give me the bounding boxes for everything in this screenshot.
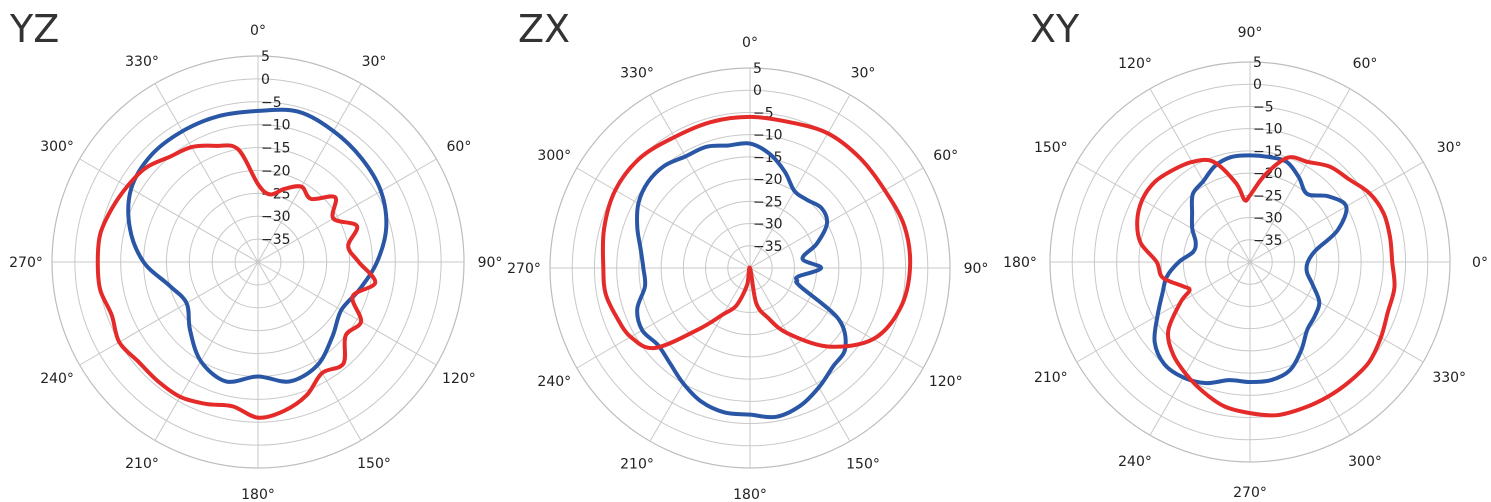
grid-spoke bbox=[576, 267, 751, 369]
grid-spoke bbox=[1149, 88, 1251, 263]
grid-spoke bbox=[749, 94, 851, 269]
grid-spoke bbox=[79, 158, 259, 263]
angle-tick-label: 120° bbox=[442, 371, 476, 387]
angle-tick-label: 30° bbox=[851, 65, 876, 81]
angle-tick-label: 270° bbox=[1233, 485, 1267, 501]
panel-title-zx: ZX bbox=[518, 7, 570, 51]
radial-tick-label: −30 bbox=[1253, 211, 1283, 227]
grid-spoke bbox=[1076, 261, 1251, 363]
angle-tick-label: 150° bbox=[846, 457, 880, 473]
grid-spoke bbox=[257, 261, 362, 441]
angle-tick-label: 0° bbox=[250, 23, 266, 39]
angle-tick-label: 270° bbox=[9, 255, 43, 271]
angle-tick-label: 180° bbox=[733, 487, 767, 502]
angle-tick-label: 240° bbox=[40, 371, 74, 387]
radial-tick-label: −30 bbox=[261, 209, 291, 225]
angle-tick-label: 210° bbox=[1034, 370, 1068, 386]
angle-tick-label: 180° bbox=[241, 487, 275, 502]
angle-tick-label: 0° bbox=[1472, 255, 1488, 271]
grid-spoke bbox=[1149, 261, 1251, 436]
polar-plot-yz: 0° 30° 60° 90° 120° 150° 180° 210° 240° 270° 300° 3… bbox=[9, 23, 502, 502]
grid-spoke bbox=[649, 267, 751, 442]
angle-tick-label: 240° bbox=[1118, 454, 1152, 470]
polar-plot-xy: 0° 30° 60° 90° 120° 150° 180° 210° 240° 270° 300° 3… bbox=[1003, 25, 1488, 501]
angle-tick-label: 0° bbox=[742, 35, 758, 51]
red-trace bbox=[1135, 155, 1397, 418]
angle-tick-label: 30° bbox=[1437, 140, 1462, 156]
angle-tick-label: 60° bbox=[447, 139, 472, 155]
angle-tick-label: 120° bbox=[1118, 56, 1152, 72]
radial-tick-label: 5 bbox=[261, 49, 270, 65]
radial-tick-label: −10 bbox=[1253, 122, 1283, 138]
radial-tick-label: 5 bbox=[1253, 55, 1262, 71]
angle-tick-label: 90° bbox=[478, 255, 503, 271]
grid-spoke bbox=[576, 167, 751, 269]
grid-spoke bbox=[257, 261, 437, 366]
grid-spoke bbox=[257, 83, 362, 263]
angle-tick-label: 120° bbox=[929, 374, 963, 390]
grid-spoke bbox=[1249, 261, 1424, 363]
radial-tick-label: −20 bbox=[753, 172, 783, 188]
angle-tick-label: 60° bbox=[933, 148, 958, 164]
angle-tick-label: 150° bbox=[357, 456, 391, 472]
radial-tick-label: −25 bbox=[1253, 188, 1283, 204]
grid-spoke bbox=[257, 158, 437, 263]
angle-tick-label: 180° bbox=[1003, 255, 1037, 271]
panel-title-xy: XY bbox=[1030, 7, 1080, 51]
grid-spoke bbox=[154, 261, 259, 441]
angle-tick-label: 210° bbox=[125, 456, 159, 472]
angle-tick-label: 60° bbox=[1353, 56, 1378, 72]
radial-tick-label: −5 bbox=[1253, 99, 1274, 115]
grid-spoke bbox=[1076, 161, 1251, 263]
grid-spoke bbox=[79, 261, 259, 366]
angle-tick-label: 300° bbox=[40, 139, 74, 155]
angle-tick-label: 240° bbox=[537, 374, 571, 390]
grid-spoke bbox=[749, 267, 851, 442]
blue-trace bbox=[1152, 153, 1349, 386]
grid-spoke bbox=[749, 167, 924, 269]
radial-tick-label: −15 bbox=[261, 141, 291, 157]
radial-tick-label: −10 bbox=[753, 128, 783, 144]
angle-tick-label: 90° bbox=[1238, 25, 1263, 41]
grid-spoke bbox=[649, 94, 751, 269]
radial-tick-label: 5 bbox=[753, 61, 762, 77]
grid-spoke bbox=[1249, 161, 1424, 263]
angle-tick-label: 330° bbox=[1432, 370, 1466, 386]
radial-tick-label: −20 bbox=[261, 163, 291, 179]
panel-title-yz: YZ bbox=[9, 7, 59, 51]
angle-tick-label: 300° bbox=[537, 148, 571, 164]
angle-tick-label: 270° bbox=[507, 261, 541, 277]
radial-tick-label: 0 bbox=[1253, 77, 1262, 93]
angle-tick-label: 210° bbox=[620, 457, 654, 473]
radial-tick-label: −25 bbox=[753, 194, 783, 210]
angle-tick-label: 150° bbox=[1034, 140, 1068, 156]
angle-tick-label: 330° bbox=[125, 54, 159, 70]
angle-tick-label: 300° bbox=[1348, 454, 1382, 470]
angle-tick-label: 30° bbox=[362, 54, 387, 70]
radial-tick-label: −35 bbox=[1253, 233, 1283, 249]
radial-tick-label: −10 bbox=[261, 118, 291, 134]
radial-tick-label: 0 bbox=[753, 83, 762, 99]
radial-tick-label: −30 bbox=[753, 217, 783, 233]
grid-spoke bbox=[154, 83, 259, 263]
radial-tick-label: −35 bbox=[261, 232, 291, 248]
angle-tick-label: 330° bbox=[620, 65, 654, 81]
blue-trace bbox=[126, 107, 389, 384]
radial-tick-label: −5 bbox=[261, 95, 282, 111]
angle-tick-label: 90° bbox=[964, 261, 989, 277]
blue-trace bbox=[634, 141, 848, 420]
radial-tick-label: 0 bbox=[261, 72, 270, 88]
polar-plot-zx: 0° 30° 60° 90° 120° 150° 180° 210° 240° 270° 300° 3… bbox=[507, 35, 988, 502]
red-trace bbox=[95, 143, 378, 420]
radial-tick-label: −35 bbox=[753, 239, 783, 255]
red-trace bbox=[600, 114, 913, 351]
